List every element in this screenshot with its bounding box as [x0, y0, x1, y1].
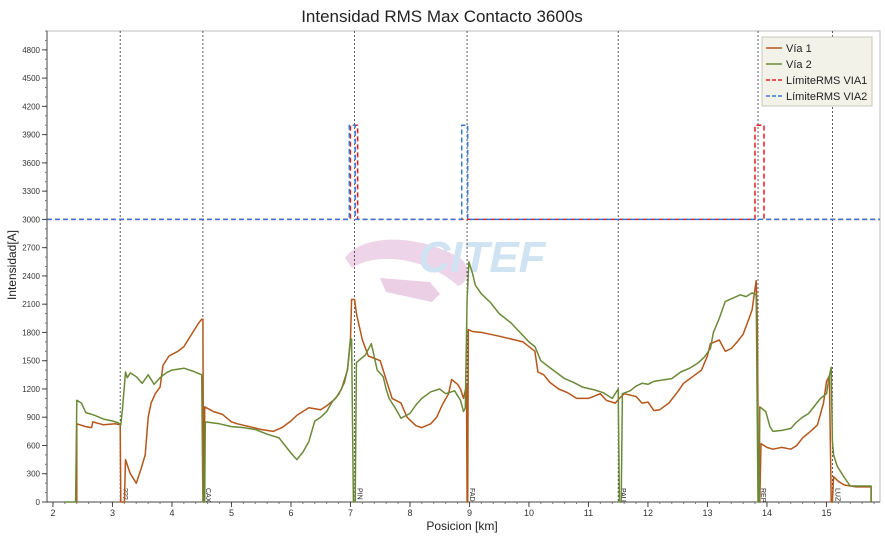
watermark-swoosh-icon: [345, 239, 468, 286]
x-tick-label: 15: [821, 508, 831, 518]
x-tick-label: 3: [110, 508, 115, 518]
legend-label: Vía 2: [786, 59, 812, 71]
y-tick-label: 1800: [22, 328, 40, 337]
series-line-2: [64, 261, 872, 503]
x-tick-label: 12: [643, 508, 653, 518]
station-label: LUZ: [833, 488, 840, 502]
x-tick-label: 13: [702, 508, 712, 518]
y-tick-label: 3600: [22, 159, 40, 168]
station-label: REP: [759, 488, 766, 503]
y-tick-label: 3000: [22, 215, 40, 224]
y-tick-label: 2400: [22, 272, 40, 281]
chart-title: Intensidad RMS Max Contacto 3600s: [301, 7, 583, 26]
x-tick-label: 4: [169, 508, 174, 518]
y-tick-label: 1500: [22, 357, 40, 366]
watermark-text: CITEF: [418, 233, 546, 282]
y-tick-label: 4800: [22, 46, 40, 55]
y-tick-label: 4200: [22, 102, 40, 111]
y-tick-label: 900: [27, 413, 41, 422]
series-group: [47, 124, 880, 503]
station-label: CAX: [204, 488, 211, 503]
y-tick-label: 2100: [22, 300, 40, 309]
x-tick-label: 2: [50, 508, 55, 518]
y-tick-label: 600: [27, 441, 41, 450]
legend-label: LímiteRMS VIA1: [786, 75, 867, 87]
y-tick-label: 300: [27, 470, 41, 479]
axes: 0300600900120015001800210024002700300033…: [22, 30, 881, 518]
station-label: PAU: [619, 488, 626, 502]
x-axis-label: Posicion [km]: [426, 519, 497, 533]
y-tick-label: 0: [36, 498, 41, 507]
series-line-3: [47, 124, 880, 221]
x-tick-label: 10: [524, 508, 534, 518]
legend-label: Vía 1: [786, 43, 812, 55]
x-tick-label: 8: [407, 508, 412, 518]
x-tick-label: 11: [584, 508, 593, 518]
x-tick-label: 6: [288, 508, 293, 518]
x-tick-label: 9: [467, 508, 472, 518]
station-label: FAD: [468, 488, 475, 502]
legend-label: LímiteRMS VIA2: [786, 91, 867, 103]
legend: Vía 1 Vía 2 LímiteRMS VIA1 LímiteRMS VIA2: [761, 36, 873, 107]
y-tick-label: 1200: [22, 385, 40, 394]
y-tick-label: 2700: [22, 244, 40, 253]
y-tick-label: 3300: [22, 187, 40, 196]
y-axis-label: Intensidad[A]: [5, 230, 19, 300]
x-tick-label: 14: [762, 508, 772, 518]
x-tick-label: 7: [348, 508, 353, 518]
y-tick-label: 4500: [22, 74, 40, 83]
watermark-train-icon: [380, 278, 440, 302]
watermark: CITEF: [345, 233, 547, 302]
x-tick-label: 5: [229, 508, 234, 518]
y-tick-label: 3900: [22, 131, 40, 140]
station-label: PIN: [356, 488, 363, 500]
